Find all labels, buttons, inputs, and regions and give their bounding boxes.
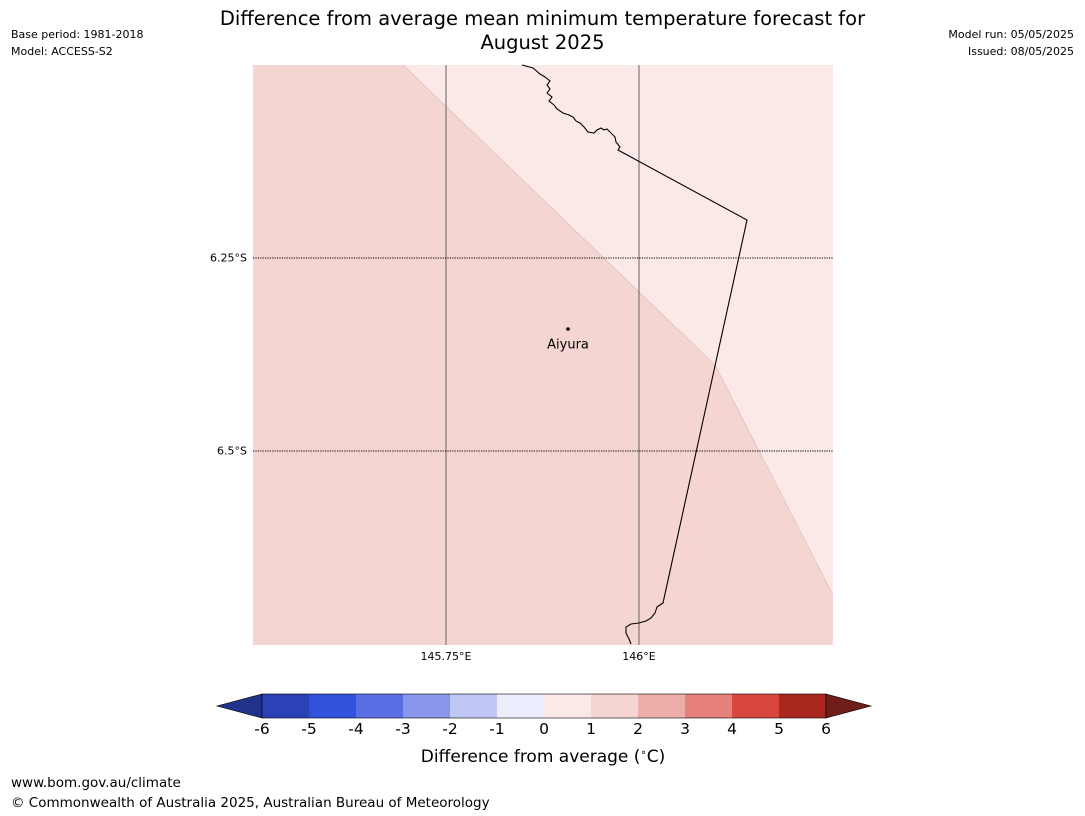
footer-url: www.bom.gov.au/climate	[11, 775, 181, 791]
map-area: Aiyura	[253, 64, 834, 645]
colorbar-cell	[356, 694, 403, 718]
colorbar	[215, 693, 873, 719]
colorbar-tick-label: 1	[586, 720, 596, 738]
base-period-text: Base period: 1981-2018	[11, 28, 144, 41]
footer-copyright: © Commonwealth of Australia 2025, Austra…	[11, 795, 490, 811]
lat-label-6-5: 6.5°S	[217, 444, 247, 458]
colorbar-tick-label: 4	[727, 720, 737, 738]
page-title: Difference from average mean minimum tem…	[180, 7, 905, 55]
colorbar-tick-label: -1	[489, 720, 505, 738]
colorbar-cell	[591, 694, 638, 718]
colorbar-cell	[544, 694, 591, 718]
colorbar-cell	[732, 694, 779, 718]
colorbar-tick-label: -2	[442, 720, 458, 738]
model-run-text: Model run: 05/05/2025	[948, 28, 1074, 41]
model-text: Model: ACCESS-S2	[11, 45, 113, 58]
place-label-aiyura: Aiyura	[547, 338, 589, 353]
title-line-1: Difference from average mean minimum tem…	[219, 7, 866, 30]
colorbar-tick-label: -5	[301, 720, 317, 738]
lat-label-6-25: 6.25°S	[210, 251, 247, 265]
colorbar-cell	[262, 694, 309, 718]
colorbar-cell	[403, 694, 450, 718]
colorbar-tick-label: 5	[774, 720, 784, 738]
colorbar-tick-label: 0	[539, 720, 549, 738]
colorbar-label: Difference from average (∘C)	[420, 747, 666, 767]
issued-text: Issued: 08/05/2025	[967, 45, 1074, 58]
colorbar-cell	[450, 694, 497, 718]
colorbar-cell	[638, 694, 685, 718]
colorbar-tick-label: -3	[395, 720, 411, 738]
colorbar-label-text: Difference from average (	[420, 747, 641, 767]
meta-left: Base period: 1981-2018 Model: ACCESS-S2	[11, 26, 143, 60]
colorbar-cell	[497, 694, 544, 718]
colorbar-tick-label: -6	[254, 720, 270, 738]
coastline	[521, 64, 748, 645]
title-line-2: August 2025	[480, 31, 605, 54]
colorbar-tick-label: 3	[680, 720, 690, 738]
colorbar-cell	[779, 694, 826, 718]
colorbar-cell	[685, 694, 732, 718]
place-marker-aiyura	[566, 327, 570, 331]
meta-right: Model run: 05/05/2025 Issued: 08/05/2025	[948, 26, 1074, 60]
lon-label-146: 146°E	[622, 650, 656, 663]
lon-label-145-75: 145.75°E	[420, 650, 472, 663]
anomaly-band-1-to-2	[253, 65, 833, 645]
colorbar-cell	[309, 694, 356, 718]
colorbar-tick-label: 6	[821, 720, 831, 738]
colorbar-extend-low	[215, 693, 263, 719]
colorbar-extend-high	[825, 693, 873, 719]
colorbar-tick-label: -4	[348, 720, 364, 738]
colorbar-label-unit: C)	[646, 747, 666, 767]
colorbar-tick-label: 2	[633, 720, 643, 738]
